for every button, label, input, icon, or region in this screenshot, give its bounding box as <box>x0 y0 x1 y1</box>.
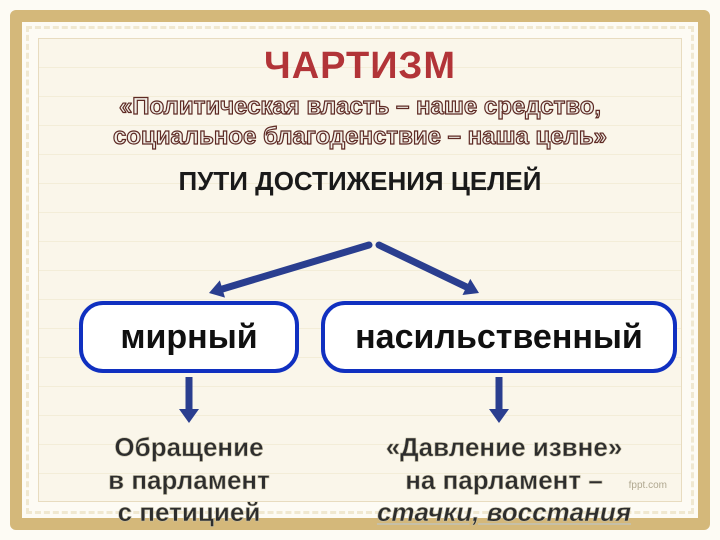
path-box-0: мирный <box>79 301 299 373</box>
path-desc-1: «Давление извне»на парламент –стачки, во… <box>339 431 669 529</box>
slide-content: ЧАРТИЗМ «Политическая власть – наше сред… <box>39 39 681 501</box>
paper-background: ЧАРТИЗМ «Политическая власть – наше сред… <box>38 38 682 502</box>
subtitle-line1: «Политическая власть – наше средство, <box>119 93 601 120</box>
subtitle-line2: социальное благоденствие – наша цель» <box>113 123 607 150</box>
section-heading: ПУТИ ДОСТИЖЕНИЯ ЦЕЛЕЙ <box>39 152 681 197</box>
path-desc-0: Обращениев парламентс петицией <box>63 431 315 529</box>
decorative-frame: ЧАРТИЗМ «Политическая власть – наше сред… <box>10 10 710 530</box>
path-box-1: насильственный <box>321 301 677 373</box>
down-arrow-1 <box>484 377 514 427</box>
watermark: fppt.com <box>629 480 667 491</box>
down-arrow-0 <box>174 377 204 427</box>
quote-subtitle: «Политическая власть – наше средство, соц… <box>39 88 681 152</box>
main-title: ЧАРТИЗМ <box>39 39 681 88</box>
